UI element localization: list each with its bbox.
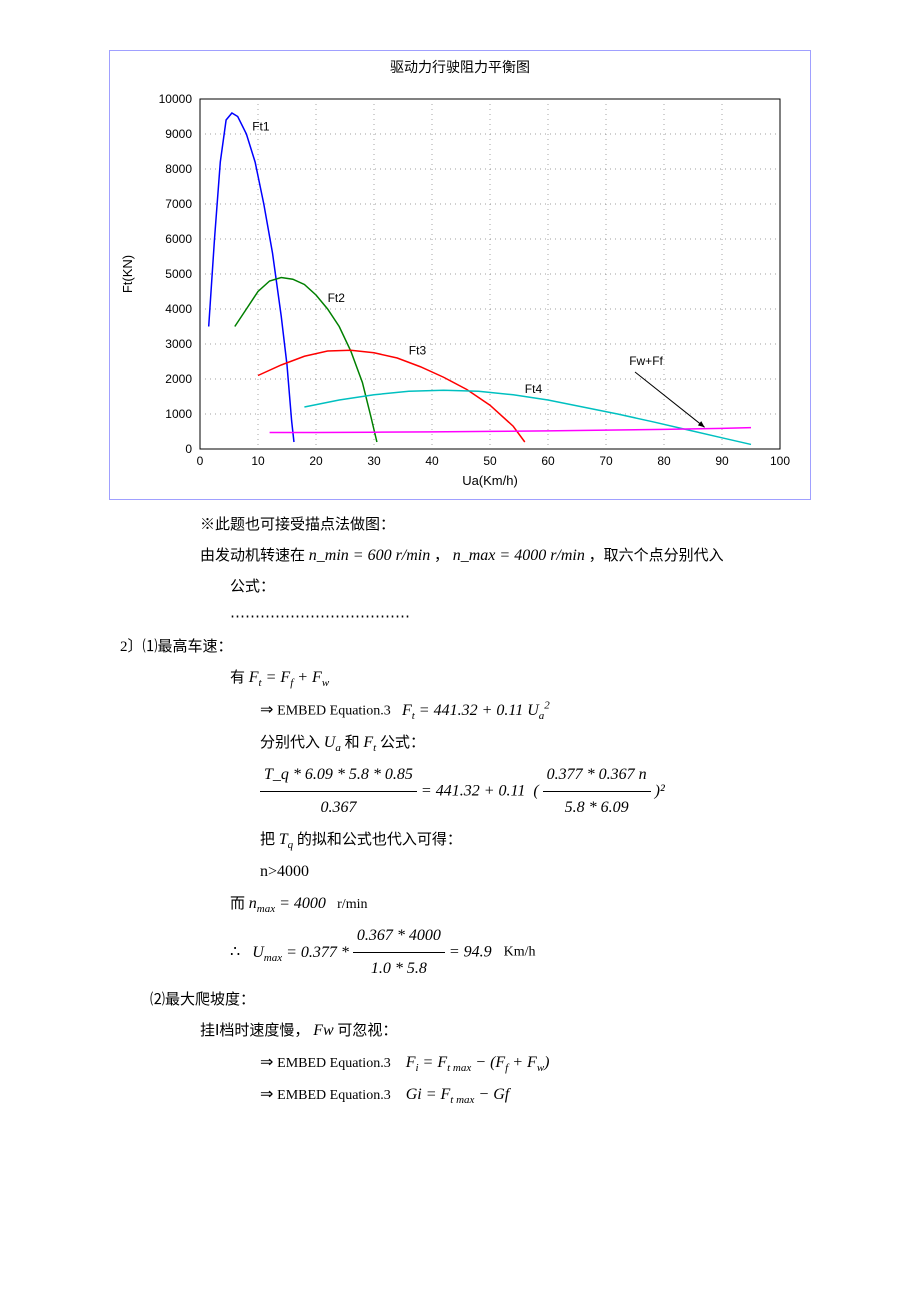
frac-3: 0.367 * 4000 1.0 * 5.8 bbox=[353, 920, 445, 985]
fw-var: Fw bbox=[313, 1022, 333, 1039]
svg-text:0: 0 bbox=[185, 442, 192, 456]
frac-2: 0.377 * 0.367 n 5.8 * 6.09 bbox=[543, 759, 651, 824]
svg-text:10000: 10000 bbox=[159, 92, 193, 106]
sub-suffix: 公式： bbox=[380, 735, 425, 751]
sub-mid: 和 bbox=[345, 735, 360, 751]
svg-text:Ft4: Ft4 bbox=[525, 382, 543, 396]
svg-text:10: 10 bbox=[251, 454, 265, 468]
big-fraction-line: T_q * 6.09 * 5.8 * 0.85 0.367 = 441.32 +… bbox=[170, 759, 860, 824]
sub-in-line: 分别代入 Ua 和 Ft 公式： bbox=[170, 727, 860, 759]
umax-line: ∴ Umax = 0.377 * 0.367 * 4000 1.0 * 5.8 … bbox=[170, 920, 860, 985]
svg-text:20: 20 bbox=[309, 454, 323, 468]
svg-text:30: 30 bbox=[367, 454, 381, 468]
engine-speed-line: 由发动机转速在 n_min = 600 r/min ， n_max = 4000… bbox=[170, 540, 860, 572]
driving-force-chart: 0102030405060708090100010002000300040005… bbox=[110, 79, 810, 499]
svg-text:Fw+Ff: Fw+Ff bbox=[629, 354, 663, 368]
kmh-unit: Km/h bbox=[504, 945, 536, 960]
eq-ft-ffw: Ft = Ff + Fw bbox=[249, 669, 329, 686]
dots: ⋯⋯⋯⋯⋯⋯⋯⋯⋯⋯⋯⋯ bbox=[170, 602, 860, 632]
n-mx: nmax = 4000 bbox=[249, 895, 326, 912]
formula-word: 公式： bbox=[170, 572, 860, 602]
eq-mid: = 441.32 + 0.11 bbox=[421, 782, 525, 799]
arrow-2: ⇒ bbox=[260, 1054, 273, 1071]
embed-2: EMBED Equation.3 bbox=[277, 1056, 391, 1071]
svg-text:4000: 4000 bbox=[165, 302, 192, 316]
q2-2-header: ⑵最大爬坡度： bbox=[150, 985, 860, 1015]
tq-prefix: 把 bbox=[260, 832, 275, 848]
embed-1: EMBED Equation.3 bbox=[277, 704, 391, 719]
ft-var: Ft bbox=[363, 734, 376, 751]
svg-text:Ft2: Ft2 bbox=[328, 291, 346, 305]
embed-line-1: ⇒ EMBED Equation.3 Ft = 441.32 + 0.11 Ua… bbox=[170, 694, 860, 727]
eq-fi: Fi = Ft max − (Ff + Fw) bbox=[406, 1054, 550, 1071]
tq-suffix: 的拟和公式也代入可得： bbox=[297, 832, 462, 848]
chart-title: 驱动力行驶阻力平衡图 bbox=[110, 51, 810, 79]
rparen-sq: )² bbox=[655, 782, 665, 799]
eq-gi: Gi = Ft max − Gf bbox=[406, 1086, 510, 1103]
eq-ft2: Ft = 441.32 + 0.11 Ua2 bbox=[402, 702, 550, 719]
sub-prefix: 分别代入 bbox=[260, 735, 320, 751]
svg-text:Ft1: Ft1 bbox=[252, 120, 270, 134]
embed-line-3: ⇒ EMBED Equation.3 Gi = Ft max − Gf bbox=[170, 1079, 860, 1111]
svg-text:2000: 2000 bbox=[165, 372, 192, 386]
ft-eq-line: 有 Ft = Ff + Fw bbox=[170, 662, 860, 694]
chart-container: 驱动力行驶阻力平衡图 01020304050607080901000100020… bbox=[109, 50, 811, 500]
rmin-unit: r/min bbox=[337, 897, 367, 912]
umax-val: = 94.9 bbox=[449, 944, 492, 961]
svg-text:70: 70 bbox=[599, 454, 613, 468]
gear-prefix: 挂Ⅰ档时速度慢， bbox=[200, 1023, 309, 1039]
body-text: ※此题也可接受描点法做图： 由发动机转速在 n_min = 600 r/min … bbox=[60, 510, 860, 1112]
ua-var: Ua bbox=[324, 734, 341, 751]
svg-text:90: 90 bbox=[715, 454, 729, 468]
svg-text:80: 80 bbox=[657, 454, 671, 468]
svg-text:60: 60 bbox=[541, 454, 555, 468]
arrow-1: ⇒ bbox=[260, 702, 273, 719]
svg-text:7000: 7000 bbox=[165, 197, 192, 211]
note-line: ※此题也可接受描点法做图： bbox=[170, 510, 860, 540]
n-max: n_max = 4000 r/min bbox=[453, 547, 585, 564]
svg-text:3000: 3000 bbox=[165, 337, 192, 351]
you-char: 有 bbox=[230, 670, 245, 686]
svg-text:0: 0 bbox=[197, 454, 204, 468]
gear-line: 挂Ⅰ档时速度慢， Fw 可忽视： bbox=[170, 1015, 860, 1047]
gear-suffix: 可忽视： bbox=[337, 1023, 397, 1039]
n-max-line: 而 nmax = 4000 r/min bbox=[170, 888, 860, 920]
engine-suffix: ，取六个点分别代入 bbox=[589, 548, 724, 564]
embed-line-2: ⇒ EMBED Equation.3 Fi = Ft max − (Ff + F… bbox=[170, 1047, 860, 1079]
n-min: n_min = 600 r/min bbox=[309, 547, 430, 564]
svg-text:8000: 8000 bbox=[165, 162, 192, 176]
svg-text:5000: 5000 bbox=[165, 267, 192, 281]
tq-var: Tq bbox=[279, 831, 293, 848]
frac-1: T_q * 6.09 * 5.8 * 0.85 0.367 bbox=[260, 759, 417, 824]
svg-text:6000: 6000 bbox=[165, 232, 192, 246]
svg-text:50: 50 bbox=[483, 454, 497, 468]
tq-line: 把 Tq 的拟和公式也代入可得： bbox=[170, 824, 860, 856]
svg-text:9000: 9000 bbox=[165, 127, 192, 141]
arrow-3: ⇒ bbox=[260, 1086, 273, 1103]
embed-3: EMBED Equation.3 bbox=[277, 1088, 391, 1103]
svg-text:Ft(KN): Ft(KN) bbox=[120, 255, 135, 293]
svg-text:40: 40 bbox=[425, 454, 439, 468]
er-char: 而 bbox=[230, 896, 245, 912]
n-gt-line: n>4000 bbox=[170, 856, 860, 888]
therefore-sym: ∴ bbox=[230, 944, 240, 961]
svg-text:100: 100 bbox=[770, 454, 790, 468]
q2-1-header: 2〕⑴最高车速： bbox=[120, 632, 860, 662]
svg-text:Ua(Km/h): Ua(Km/h) bbox=[462, 473, 518, 488]
svg-text:1000: 1000 bbox=[165, 407, 192, 421]
svg-text:Ft3: Ft3 bbox=[409, 344, 427, 358]
engine-prefix: 由发动机转速在 bbox=[200, 548, 305, 564]
